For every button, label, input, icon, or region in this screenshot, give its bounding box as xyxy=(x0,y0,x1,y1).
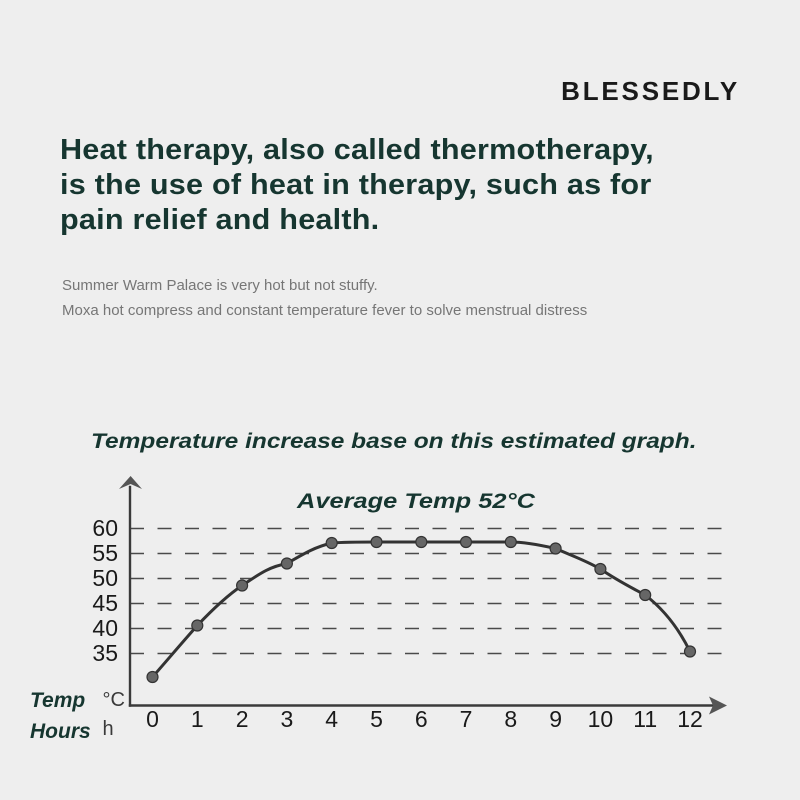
svg-text:1: 1 xyxy=(191,706,204,732)
svg-text:55: 55 xyxy=(92,540,118,566)
svg-text:6: 6 xyxy=(415,706,428,732)
svg-text:0: 0 xyxy=(146,706,159,732)
svg-text:12: 12 xyxy=(677,706,703,732)
svg-text:8: 8 xyxy=(504,706,517,732)
svg-text:3: 3 xyxy=(281,706,294,732)
svg-text:10: 10 xyxy=(588,706,614,732)
svg-text:5: 5 xyxy=(370,706,383,732)
svg-text:4: 4 xyxy=(325,706,338,732)
svg-text:7: 7 xyxy=(460,706,473,732)
svg-text:40: 40 xyxy=(92,615,118,641)
svg-text:2: 2 xyxy=(236,706,249,732)
svg-text:60: 60 xyxy=(92,515,118,541)
svg-text:35: 35 xyxy=(92,640,118,666)
svg-text:45: 45 xyxy=(92,590,118,616)
svg-text:11: 11 xyxy=(633,706,657,732)
svg-text:9: 9 xyxy=(549,706,562,732)
svg-text:50: 50 xyxy=(92,565,118,591)
